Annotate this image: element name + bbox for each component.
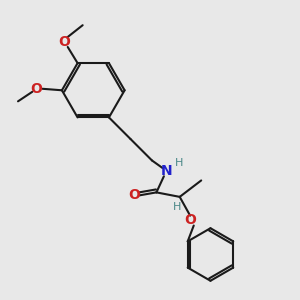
Text: H: H — [173, 202, 182, 212]
Text: O: O — [31, 82, 43, 96]
Text: O: O — [184, 213, 196, 227]
Text: N: N — [161, 164, 173, 178]
Text: O: O — [128, 188, 140, 203]
Text: O: O — [58, 34, 70, 49]
Text: H: H — [175, 158, 184, 167]
